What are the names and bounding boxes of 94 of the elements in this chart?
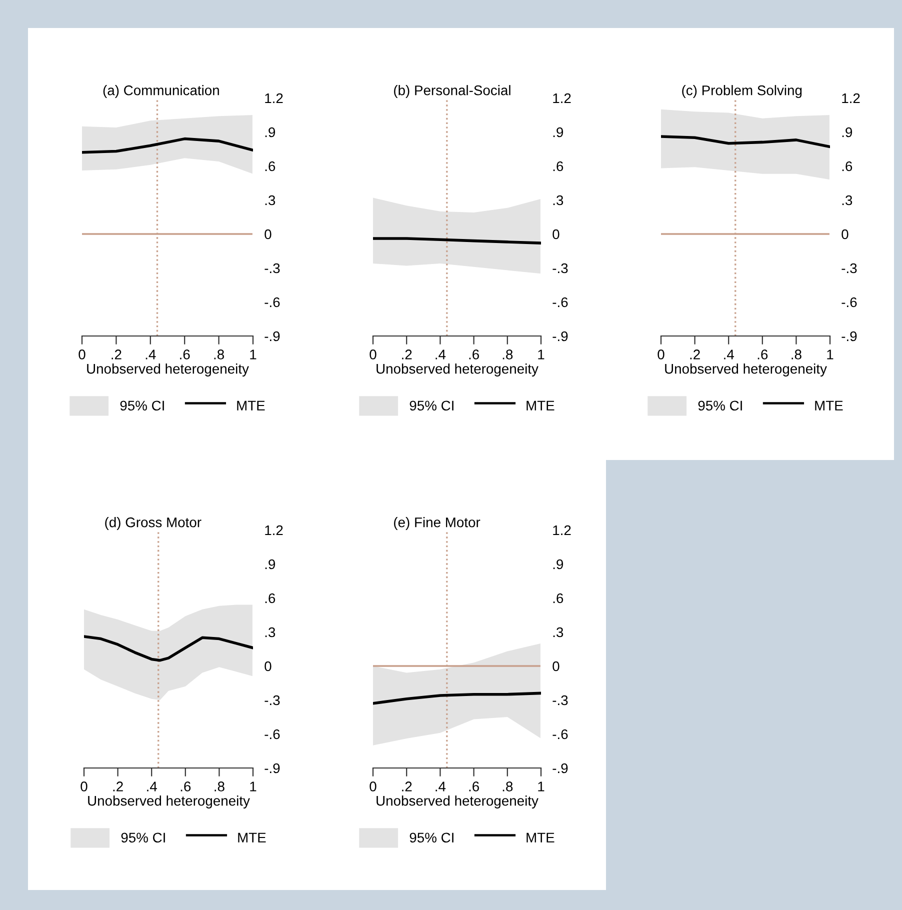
x-tick-label: .8 [214, 782, 224, 792]
y-tick-label: .6 [265, 593, 276, 604]
x-tick-label: .8 [214, 350, 224, 360]
line-series [82, 137, 253, 154]
x-tick-label: .8 [792, 350, 802, 360]
y-tick-label: -.6 [264, 729, 280, 740]
y-tick-label: -.3 [552, 263, 568, 274]
chart-title: (c) Problem Solving [682, 85, 802, 98]
text: 95% CI [410, 832, 454, 843]
text: 95% CI [121, 832, 165, 843]
x-tick-label: .2 [402, 782, 412, 792]
x-tick-label: 0 [80, 782, 88, 792]
x-tick-label: 0 [78, 350, 86, 360]
x-tick-label: .6 [469, 350, 479, 360]
chart-title: (a) Communication [103, 85, 219, 98]
y-tick-label: -.6 [842, 297, 857, 308]
x-tick-label: .4 [436, 350, 446, 360]
y-tick-label: .9 [842, 127, 852, 138]
x-tick-label: 1 [827, 350, 834, 360]
legend-label: MTE [238, 832, 266, 842]
x-tick-label: .2 [113, 782, 123, 792]
y-tick-label: 1.2 [265, 93, 283, 104]
y-tick-label: 1.2 [553, 93, 571, 104]
y-tick-label: 1.2 [553, 525, 571, 536]
y-tick-label: -.9 [264, 763, 280, 774]
y-tick-label: .3 [553, 627, 564, 638]
x-axis-title: Unobserved heterogeneity [87, 364, 249, 376]
chart-title: (b) Personal-Social [394, 85, 510, 98]
x-tick-label: .6 [758, 350, 768, 360]
y-tick-label: -.6 [552, 729, 568, 740]
x-tick-label: .4 [147, 782, 157, 792]
y-tick-label: 0 [552, 229, 560, 240]
x-tick-label: 1 [250, 782, 256, 792]
legend-label: MTE [237, 400, 265, 410]
y-tick-label: -.3 [552, 695, 568, 706]
y-tick-label: .6 [553, 161, 564, 172]
y-tick-label: 1.2 [842, 93, 860, 104]
x-tick-label: 0 [370, 350, 376, 360]
y-tick-label: -.3 [264, 263, 280, 274]
x-tick-label: 0 [658, 350, 664, 360]
y-tick-label: .3 [265, 195, 276, 206]
x-axis-title: Unobserved heterogeneity [376, 796, 538, 808]
x-axis-title: Unobserved heterogeneity [88, 796, 250, 808]
y-tick-label: .9 [265, 127, 276, 138]
x-tick-label: .4 [146, 350, 156, 360]
text: 95% CI [120, 400, 164, 411]
y-tick-label: 0 [552, 661, 560, 672]
x-tick-label: 1 [538, 350, 544, 360]
text: 95% CI [410, 400, 454, 411]
y-tick-label: .9 [553, 559, 564, 570]
chart-title: (e) Fine Motor [394, 517, 480, 530]
y-tick-label: -.6 [264, 297, 280, 308]
x-tick-label: .6 [180, 782, 191, 792]
y-tick-label: .3 [553, 195, 564, 206]
x-tick-label: 0 [370, 782, 376, 792]
line-series [373, 692, 541, 705]
y-tick-label: -.9 [552, 331, 568, 342]
y-tick-label: -.9 [264, 331, 280, 342]
y-tick-label: .6 [265, 161, 276, 172]
y-tick-label: .9 [265, 559, 276, 570]
y-tick-label: .6 [553, 593, 564, 604]
y-tick-label: 0 [264, 661, 272, 672]
x-tick-label: 1 [538, 782, 544, 792]
x-tick-label: .4 [436, 782, 446, 792]
y-tick-label: -.3 [264, 695, 280, 706]
x-tick-label: .4 [724, 350, 734, 360]
y-tick-label: 0 [842, 229, 848, 240]
y-tick-label: -.6 [552, 297, 568, 308]
y-tick-label: .3 [265, 627, 276, 638]
line-series [661, 135, 830, 148]
y-tick-label: 0 [264, 229, 272, 240]
x-tick-label: .8 [502, 350, 513, 360]
x-axis-title: Unobserved heterogeneity [665, 364, 827, 376]
y-tick-label: -.9 [552, 763, 568, 774]
x-tick-label: .2 [690, 350, 700, 360]
text: 95% CI [698, 400, 742, 411]
x-tick-label: .2 [112, 350, 122, 360]
legend-label: MTE [526, 832, 554, 842]
y-tick-label: -.3 [842, 263, 857, 274]
x-tick-label: 1 [250, 350, 256, 360]
x-tick-label: .6 [469, 782, 479, 792]
x-axis-title: Unobserved heterogeneity [376, 364, 538, 376]
x-tick-label: .2 [402, 350, 412, 360]
line-series [84, 635, 253, 662]
chart-title: (d) Gross Motor [105, 517, 202, 530]
x-tick-label: .8 [502, 782, 513, 792]
y-tick-label: 1.2 [265, 525, 283, 536]
legend-label: MTE [815, 400, 843, 410]
x-tick-label: .6 [180, 350, 190, 360]
y-tick-label: -.9 [842, 331, 857, 342]
legend-label: MTE [526, 400, 554, 410]
y-tick-label: .3 [842, 195, 852, 206]
y-tick-label: .6 [842, 161, 852, 172]
y-tick-label: .9 [553, 127, 564, 138]
